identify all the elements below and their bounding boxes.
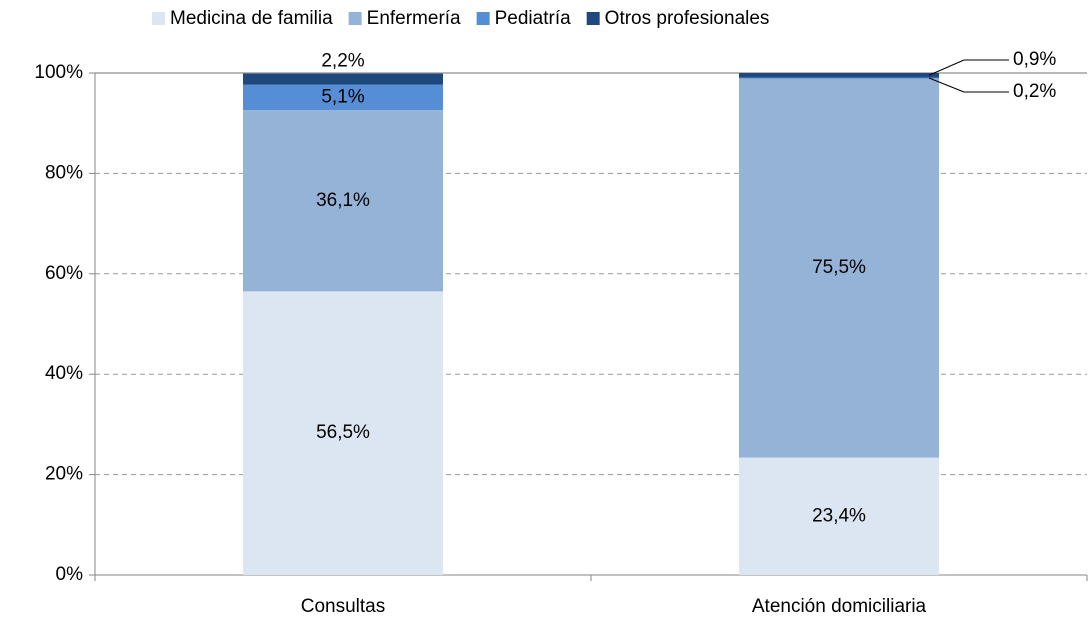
- data-label: 5,1%: [321, 86, 364, 107]
- y-tick-label: 40%: [45, 363, 83, 384]
- bar-segment: [243, 110, 443, 292]
- data-label: 0,9%: [1013, 49, 1056, 70]
- bar-segment: [243, 73, 443, 85]
- data-label: 75,5%: [812, 257, 866, 278]
- x-tick-label: Atención domiciliaria: [752, 596, 927, 617]
- data-label: 2,2%: [321, 51, 364, 72]
- data-label: 23,4%: [812, 505, 866, 526]
- y-tick-label: 60%: [45, 263, 83, 284]
- legend-swatch: [152, 12, 165, 25]
- leader-line: [928, 59, 965, 76]
- leader-line: [928, 77, 965, 93]
- legend-swatch: [476, 12, 490, 25]
- legend-label: Pediatría: [495, 8, 571, 29]
- legend-label: Medicina de familia: [170, 8, 333, 29]
- data-label: 56,5%: [316, 422, 370, 443]
- bar-segment: [739, 457, 939, 575]
- legend-label: Enfermería: [367, 8, 461, 29]
- data-label: 36,1%: [316, 190, 370, 211]
- y-tick-label: 20%: [45, 464, 83, 485]
- bar-segment: [243, 84, 443, 111]
- bar-segment: [243, 291, 443, 575]
- data-label: 0,2%: [1013, 81, 1056, 102]
- legend-label: Otros profesionales: [605, 8, 770, 29]
- bar-segment: [739, 73, 939, 78]
- bar-segment: [739, 77, 939, 79]
- x-tick-label: Consultas: [301, 596, 386, 617]
- y-tick-label: 0%: [56, 564, 84, 585]
- y-tick-label: 80%: [45, 162, 83, 183]
- bar-segment: [739, 78, 939, 458]
- legend-swatch: [586, 12, 600, 25]
- legend-swatch: [348, 12, 362, 25]
- y-tick-label: 100%: [34, 62, 83, 83]
